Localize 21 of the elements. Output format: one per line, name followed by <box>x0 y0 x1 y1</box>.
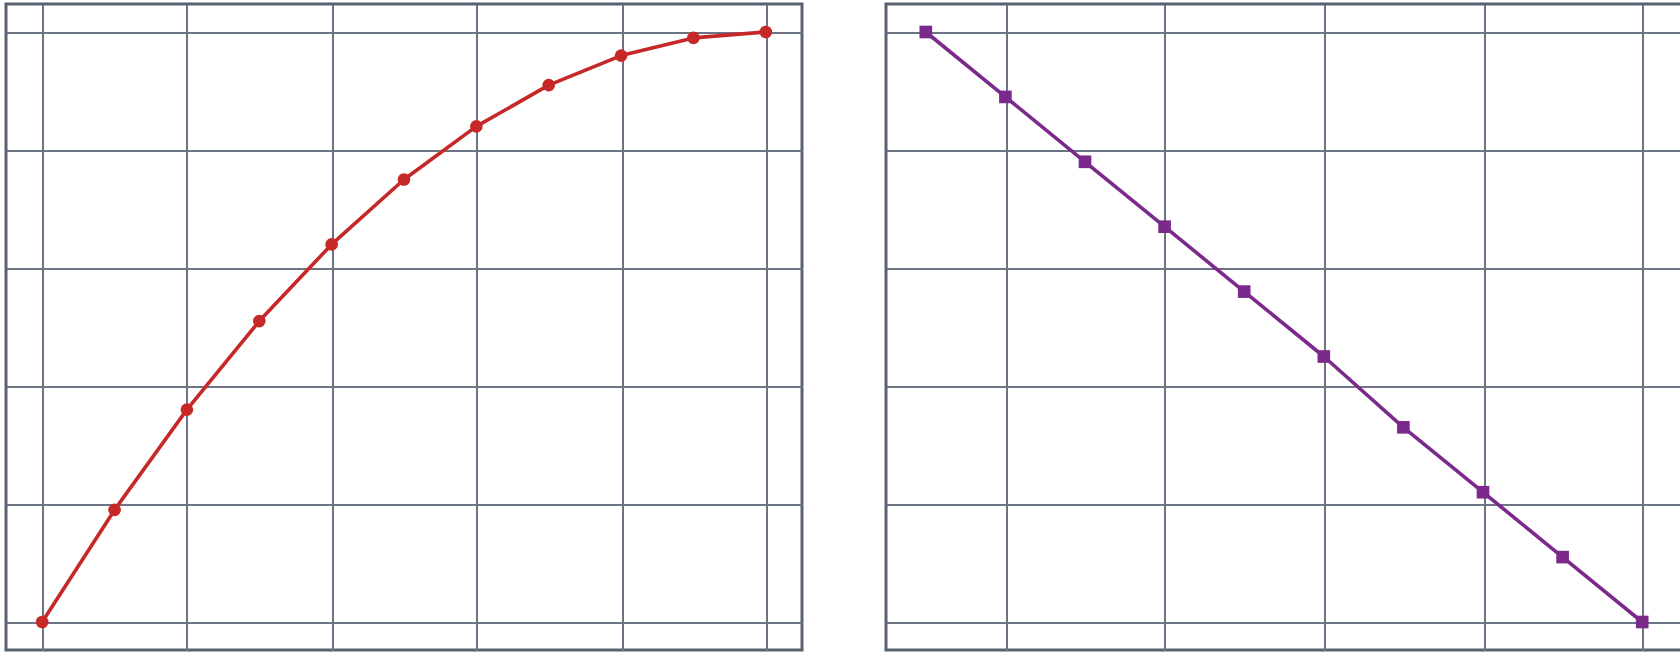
point <box>999 90 1012 104</box>
point <box>1397 420 1410 434</box>
point <box>1476 485 1490 499</box>
point <box>470 120 483 133</box>
point <box>35 615 49 629</box>
point <box>180 403 194 416</box>
point <box>1556 550 1569 564</box>
point <box>1158 220 1171 234</box>
point <box>1317 350 1331 363</box>
point <box>108 503 121 517</box>
point <box>325 238 338 251</box>
point <box>252 314 266 328</box>
point <box>687 31 700 45</box>
point <box>542 78 556 92</box>
point <box>614 49 628 62</box>
point <box>1635 615 1649 629</box>
point <box>759 25 773 39</box>
point <box>1237 285 1251 298</box>
point <box>919 25 933 39</box>
point <box>1078 155 1092 169</box>
point <box>397 173 411 186</box>
